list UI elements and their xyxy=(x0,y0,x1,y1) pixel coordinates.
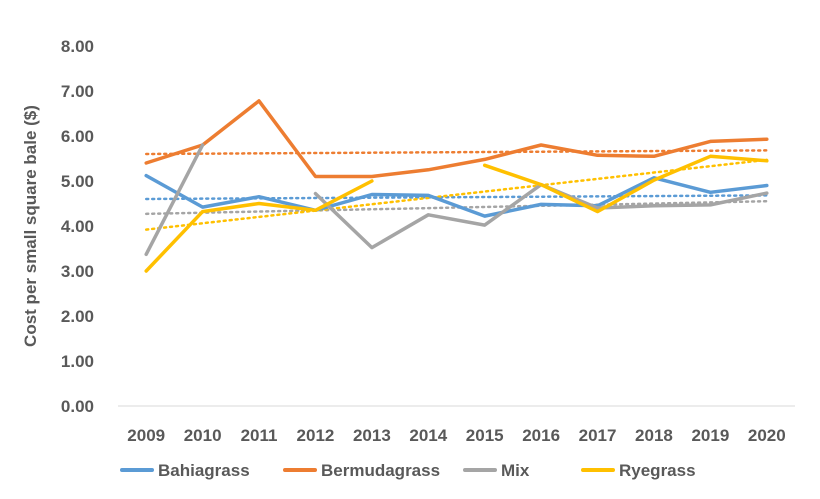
legend-label: Mix xyxy=(501,461,530,480)
legend-item-ryegrass: Ryegrass xyxy=(581,461,696,480)
x-tick-label: 2014 xyxy=(409,426,447,445)
trendline-bermudagrass xyxy=(144,149,769,156)
series-line-mix xyxy=(144,143,205,257)
legend: Bahiagrass Bermudagrass Mix Ryegrass xyxy=(120,461,696,480)
y-tick-label: 7.00 xyxy=(61,82,94,101)
y-tick-label: 5.00 xyxy=(61,172,94,191)
y-tick-label: 0.00 xyxy=(61,397,94,416)
x-tick-label: 2012 xyxy=(297,426,335,445)
y-tick-label: 1.00 xyxy=(61,352,94,371)
x-tick-label: 2015 xyxy=(466,426,504,445)
legend-label: Bahiagrass xyxy=(158,461,250,480)
series-line-ryegrass xyxy=(144,179,374,273)
x-tick-label: 2010 xyxy=(184,426,222,445)
y-tick-label: 2.00 xyxy=(61,307,94,326)
legend-label: Bermudagrass xyxy=(321,461,440,480)
x-tick-label: 2017 xyxy=(579,426,617,445)
x-tick-label: 2016 xyxy=(522,426,560,445)
series-lines xyxy=(144,99,769,273)
x-tick-label: 2013 xyxy=(353,426,391,445)
series-line-ryegrass xyxy=(482,154,769,214)
x-tick-label: 2019 xyxy=(691,426,729,445)
y-tick-label: 6.00 xyxy=(61,127,94,146)
y-tick-label: 8.00 xyxy=(61,37,94,56)
trendline-ryegrass xyxy=(144,158,769,231)
x-tick-label: 2018 xyxy=(635,426,673,445)
x-tick-label: 2011 xyxy=(241,426,278,445)
trendline-mix xyxy=(144,200,769,216)
legend-item-bahiagrass: Bahiagrass xyxy=(120,461,250,480)
x-tick-label: 2009 xyxy=(127,426,165,445)
y-tick-label: 3.00 xyxy=(61,262,94,281)
legend-item-mix: Mix xyxy=(463,461,530,480)
x-axis-ticks: 2009 2010 2011 2012 2013 2014 2015 2016 2017 2018… xyxy=(127,426,785,445)
trendlines xyxy=(144,149,769,231)
y-axis-label: Cost per small square bale ($) xyxy=(21,105,40,347)
legend-label: Ryegrass xyxy=(619,461,696,480)
y-tick-label: 4.00 xyxy=(61,217,94,236)
x-tick-label: 2020 xyxy=(748,426,786,445)
series-line-bahiagrass xyxy=(144,173,769,218)
legend-item-bermudagrass: Bermudagrass xyxy=(283,461,440,480)
y-axis-ticks: 0.00 1.00 2.00 3.00 4.00 5.00 6.00 7.00 8.00 xyxy=(61,37,94,416)
series-line-bermudagrass xyxy=(144,99,769,179)
